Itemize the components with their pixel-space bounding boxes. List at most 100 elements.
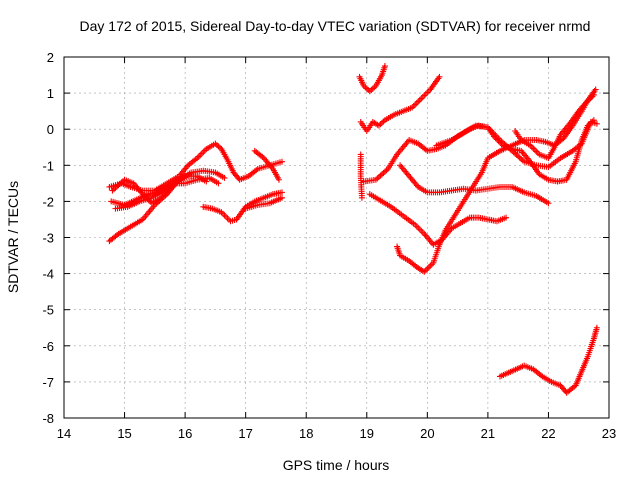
series-s7 [242,194,285,212]
y-tick-label: -7 [42,375,54,390]
data-point [418,227,425,234]
x-tick-label: 22 [541,426,555,441]
series-s10 [357,73,443,135]
data-point [593,324,600,331]
data-point [422,91,429,98]
data-point [369,85,376,92]
data-point [368,86,375,93]
data-point [580,102,587,109]
data-point [109,187,116,194]
series-s5 [109,173,210,207]
data-point [377,121,384,128]
series-s14 [366,191,510,248]
y-tick-label: -5 [42,303,54,318]
y-tick-label: -3 [42,231,54,246]
data-point [593,120,600,127]
x-tick-label: 15 [117,426,131,441]
y-tick-label: -8 [42,411,54,426]
data-point [378,171,385,178]
data-point [381,63,388,70]
y-tick-label: 2 [47,50,54,65]
data-point [215,180,222,187]
data-point [416,97,423,104]
data-point [279,194,285,201]
y-tick-label: -6 [42,339,54,354]
data-points [106,63,600,396]
data-point [413,100,420,107]
data-point [592,86,599,93]
data-point [516,154,523,161]
data-point [380,169,387,176]
x-tick-label: 20 [420,426,434,441]
y-tick-label: -2 [42,194,54,209]
x-tick-label: 18 [299,426,313,441]
y-tick-label: 1 [47,86,54,101]
data-point [415,98,422,105]
x-tick-label: 14 [57,426,71,441]
y-axis-label: SDTVAR / TECUs [5,181,21,293]
y-tick-label: 0 [47,122,54,137]
data-point [222,213,229,220]
data-point [436,73,443,80]
data-point [427,262,434,269]
data-point [375,174,382,181]
data-point [422,267,429,274]
chart-title: Day 172 of 2015, Sidereal Day-to-day VTE… [80,18,591,34]
series-s16 [433,118,600,171]
data-point [416,226,423,233]
x-tick-label: 17 [238,426,252,441]
data-point [226,216,233,223]
data-point [377,172,384,179]
data-point [279,158,285,165]
y-axis-ticks: 2 1 0 -1 -2 -3 -4 -5 -6 -7 -8 [42,50,609,426]
data-point [415,224,422,231]
data-point [198,150,205,157]
data-point [221,174,228,181]
series-s9 [356,63,388,95]
grid-lines [64,57,609,418]
data-point [419,94,426,101]
data-point [413,223,420,230]
x-tick-label: 16 [178,426,192,441]
data-point [279,189,285,196]
y-tick-label: -1 [42,158,54,173]
series-s17 [512,91,597,162]
plot-frame [63,56,610,419]
data-point [363,85,370,92]
x-axis-label: GPS time / hours [283,457,390,473]
data-point [221,212,228,219]
series-s6 [200,189,285,225]
data-point [533,148,540,155]
data-point [275,176,282,183]
data-point [531,146,538,153]
data-point [203,178,210,185]
data-point [418,95,425,102]
data-point [503,214,510,221]
data-point [213,141,220,148]
data-point [513,151,520,158]
x-axis-ticks: 14 15 16 17 18 19 20 21 22 23 [57,57,616,441]
x-tick-label: 23 [602,426,616,441]
data-point [424,89,431,96]
series-s11 [357,151,365,201]
data-point [419,229,426,236]
data-point [425,264,432,271]
data-point [358,194,365,201]
series-s18 [497,324,600,396]
data-point [412,101,419,108]
data-point [590,91,597,98]
x-tick-label: 21 [481,426,495,441]
data-point [197,152,204,159]
data-point [200,149,207,156]
data-point [195,153,202,160]
y-tick-label: -4 [42,267,54,282]
data-point [421,92,428,99]
data-point [515,153,522,160]
data-point [530,145,537,152]
series-s13 [397,162,552,207]
data-point [545,200,552,207]
data-point [381,168,388,175]
x-tick-label: 19 [360,426,374,441]
series-s8 [251,147,282,183]
